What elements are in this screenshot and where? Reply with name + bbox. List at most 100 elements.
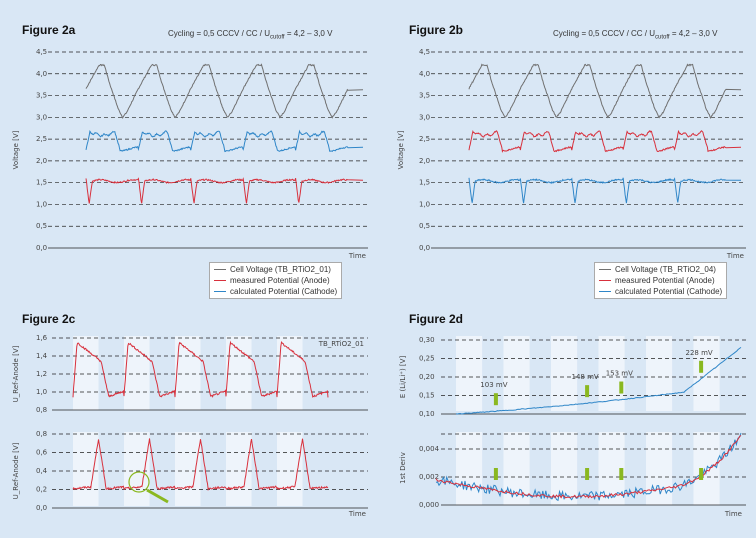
figure-2c-chart: U_Ref-Anode [V] 0,8 1,0 1,2 1,4 1,6 U_Ref-Anod…: [12, 334, 368, 518]
legend-item-anode: measured Potential (Anode): [599, 275, 722, 286]
x-axis-label: Time: [724, 510, 742, 518]
y-tick-label: 4,5: [419, 48, 430, 56]
y-tick-label: 0,8: [36, 406, 47, 414]
x-axis-label: Time: [348, 510, 366, 518]
legend-item-cell: Cell Voltage (TB_RTiO2_01): [214, 264, 337, 275]
cycle-band: [226, 336, 252, 410]
figure-2d-chart: E (Li/Li⁺) [V] 0,10 0,15 0,20 0,25 0,30 1st De…: [399, 336, 746, 518]
annotation-label: 153 mV: [606, 370, 633, 378]
cycle-band: [175, 432, 201, 506]
y-tick-label: 1,6: [36, 334, 48, 342]
cycle-band: [693, 336, 720, 411]
y-tick-label: 0,10: [419, 410, 435, 418]
y-tick-label: 0,6: [36, 449, 48, 457]
y-tick-label: 2,0: [419, 157, 430, 165]
y-tick-label: 0,5: [36, 222, 47, 230]
series-line-anode: [72, 438, 329, 492]
y-tick-label: 0,8: [36, 430, 47, 438]
y-tick-label: 0,002: [419, 473, 439, 481]
cycle-band: [598, 336, 625, 411]
y-tick-label: 0,2: [36, 486, 47, 494]
cycle-band: [456, 432, 483, 505]
cycle-band: [73, 432, 99, 506]
y-axis-label: Voltage [V]: [12, 130, 20, 169]
y-tick-label: 0,0: [36, 504, 47, 512]
cycle-band: [277, 336, 303, 410]
annotation-label: 228 mV: [685, 349, 712, 357]
annotation-marker: [699, 360, 704, 373]
figure-2a-title: Figure 2a: [22, 23, 76, 37]
y-axis-label: U_Ref-Anode [V]: [12, 345, 20, 402]
annotation-marker-lower: [585, 468, 590, 480]
y-tick-label: 0,20: [419, 373, 435, 381]
series-line-cathode: [85, 129, 364, 153]
figure-2b-cycling-label: Cycling = 0,5 CCCV / CC / Ucutoff = 4,2 …: [553, 29, 718, 41]
annotation-marker: [585, 385, 590, 398]
y-tick-label: 0,4: [36, 467, 48, 475]
figure-2c-title: Figure 2c: [22, 312, 76, 326]
annotation-marker: [619, 381, 624, 394]
series-line-cell: [468, 63, 742, 119]
cycle-band: [456, 336, 483, 411]
series-line-cathode: [468, 177, 742, 204]
magnifier-handle: [146, 488, 169, 504]
series-line-deriv-smoothed: [435, 435, 742, 499]
y-tick-label: 2,5: [419, 135, 430, 143]
y-tick-label: 3,0: [36, 113, 47, 121]
y-tick-label: 1,2: [36, 370, 47, 378]
y-tick-label: 1,0: [419, 200, 430, 208]
legend-item-anode: measured Potential (Anode): [214, 275, 337, 286]
series-line-anode: [468, 129, 742, 153]
cell-label: TB_RTiO2_01: [318, 340, 364, 348]
series-line-potential: [455, 346, 742, 415]
y-tick-label: 0,0: [36, 244, 47, 252]
cycle-band: [551, 336, 578, 411]
y-tick-label: 0,15: [419, 392, 435, 400]
cycle-band: [124, 432, 150, 506]
y-tick-label: 0,0: [419, 244, 430, 252]
legend-item-cathode: calculated Potential (Cathode): [599, 286, 722, 297]
x-axis-label: Time: [726, 252, 744, 260]
y-tick-label: 4,0: [419, 70, 430, 78]
cycle-band: [646, 336, 673, 411]
cycle-band: [175, 336, 201, 410]
y-tick-label: 3,5: [36, 92, 47, 100]
figure-2b-title: Figure 2b: [409, 23, 464, 37]
series-line-deriv: [435, 432, 742, 502]
cycle-band: [124, 336, 150, 410]
annotation-marker-lower: [493, 468, 498, 480]
annotation-label: 148 mV: [571, 373, 598, 381]
annotation-marker: [493, 393, 498, 406]
y-axis-label: E (Li/Li⁺) [V]: [399, 356, 407, 399]
figure-2a-legend: Cell Voltage (TB_RTiO2_01) measured Pote…: [209, 262, 343, 299]
y-tick-label: 4,5: [36, 48, 47, 56]
y-tick-label: 0,000: [419, 501, 439, 509]
cycle-band: [277, 432, 303, 506]
annotation-marker-lower: [619, 468, 624, 480]
y-tick-label: 1,5: [36, 179, 47, 187]
cycle-band: [503, 432, 530, 505]
y-tick-label: 0,30: [419, 336, 435, 344]
y-axis-label: U_Ref-Anode [V]: [12, 442, 20, 499]
cycle-band: [646, 432, 673, 505]
y-tick-label: 0,5: [419, 222, 430, 230]
figure-2b-legend: Cell Voltage (TB_RTiO2_04) measured Pote…: [594, 262, 728, 299]
series-line-anode: [85, 177, 364, 204]
figure-2a-chart: Voltage [V] 0,0 0,5 1,0 1,5 2,0 2,5 3,0 3,5 4,0 4,…: [12, 48, 368, 260]
y-tick-label: 4,0: [36, 70, 47, 78]
y-tick-label: 1,4: [36, 352, 48, 360]
legend-item-cell: Cell Voltage (TB_RTiO2_04): [599, 264, 722, 275]
legend-item-cathode: calculated Potential (Cathode): [214, 286, 337, 297]
y-tick-label: 2,5: [36, 135, 47, 143]
y-tick-label: 1,0: [36, 200, 47, 208]
cycle-band: [503, 336, 530, 411]
series-line-anode: [72, 340, 329, 398]
y-tick-label: 0,25: [419, 355, 435, 363]
annotation-marker-lower: [699, 468, 704, 480]
cycle-band: [226, 432, 252, 506]
y-tick-label: 1,0: [36, 388, 47, 396]
figure-2a-cycling-label: Cycling = 0,5 CCCV / CC / Ucutoff = 4,2 …: [168, 29, 333, 41]
y-tick-label: 3,5: [419, 92, 430, 100]
y-tick-label: 0,004: [419, 445, 440, 453]
magnifier-icon: [128, 471, 150, 493]
